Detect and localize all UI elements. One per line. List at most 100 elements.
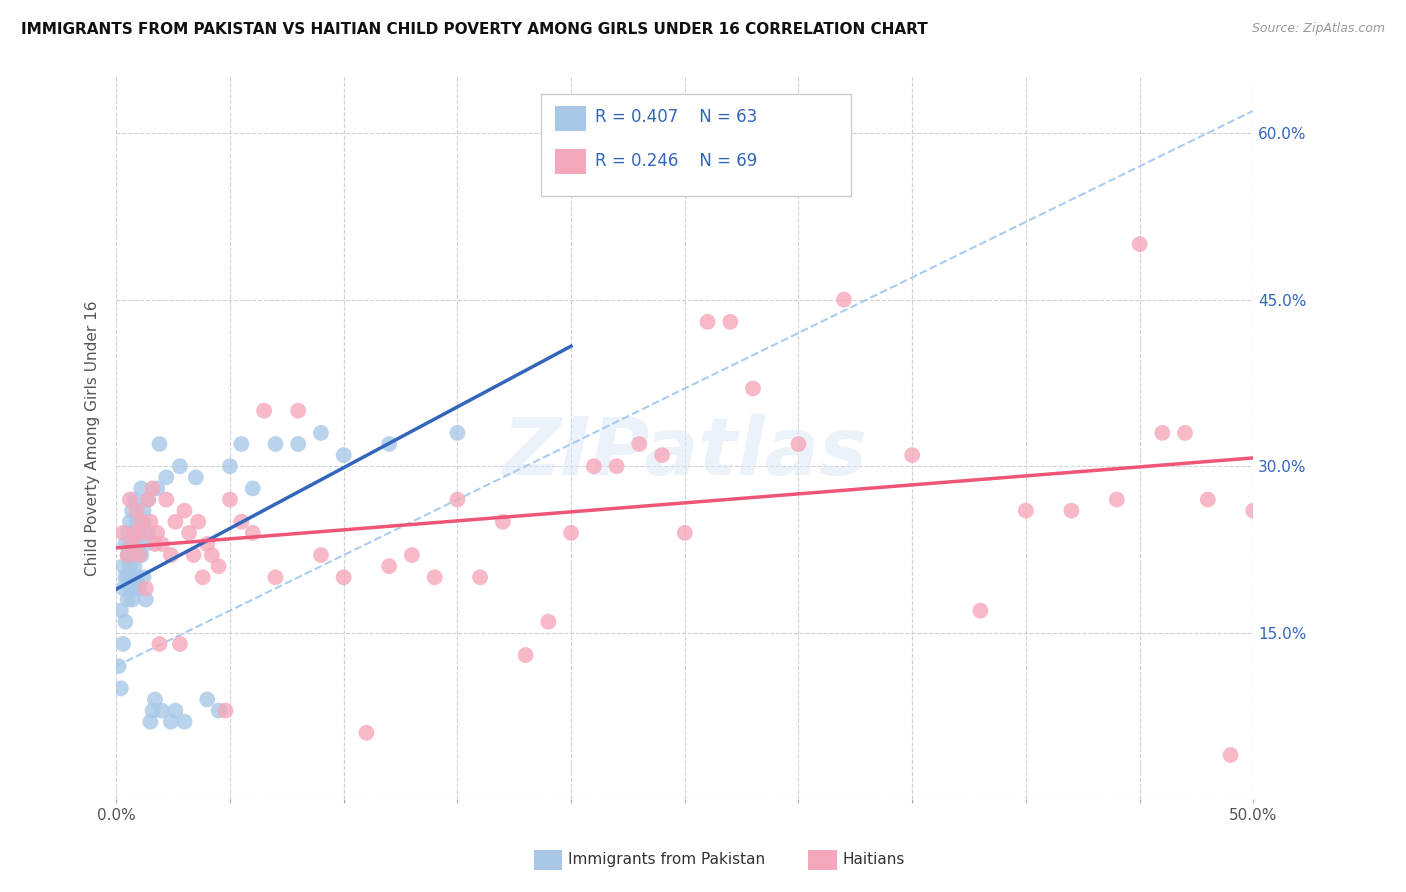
Point (191, 570, 214, 584)
Point (165, 515, 187, 529)
Point (110, 681, 132, 696)
Point (356, 726, 378, 740)
Point (309, 425, 332, 440)
Point (148, 437, 170, 451)
Point (401, 548, 423, 562)
Point (148, 637, 170, 651)
Point (117, 570, 139, 584)
Point (742, 381, 765, 395)
Point (143, 537, 166, 551)
Point (118, 582, 141, 596)
Point (1241, 503, 1264, 517)
Point (901, 448, 924, 462)
Point (135, 582, 157, 596)
Point (136, 525, 159, 540)
Point (143, 692, 166, 706)
Point (118, 559, 141, 574)
Point (201, 548, 224, 562)
Point (718, 315, 741, 329)
Point (135, 592, 157, 607)
Point (129, 515, 152, 529)
Point (146, 482, 169, 496)
Point (150, 704, 173, 718)
Point (112, 582, 135, 596)
Point (124, 582, 146, 596)
Point (112, 525, 135, 540)
Point (1060, 503, 1083, 517)
Point (121, 548, 143, 562)
Point (128, 525, 150, 540)
Point (118, 492, 141, 507)
Point (628, 437, 651, 451)
Point (253, 403, 276, 417)
Point (128, 582, 150, 596)
Point (264, 570, 287, 584)
Point (136, 492, 159, 507)
Point (1174, 425, 1197, 440)
Point (117, 548, 139, 562)
Point (117, 525, 139, 540)
Point (125, 503, 148, 517)
Point (446, 492, 468, 507)
Point (121, 592, 143, 607)
Point (128, 548, 150, 562)
Point (128, 548, 150, 562)
Point (187, 515, 209, 529)
Point (142, 704, 165, 718)
Point (242, 482, 264, 496)
Point (183, 548, 205, 562)
Point (446, 425, 468, 440)
Point (423, 570, 446, 584)
Point (1197, 492, 1219, 507)
Point (787, 437, 810, 451)
Point (173, 503, 195, 517)
Point (832, 293, 855, 307)
Point (582, 459, 605, 474)
Point (287, 437, 309, 451)
Text: R = 0.407    N = 63: R = 0.407 N = 63 (595, 108, 756, 126)
Point (112, 637, 135, 651)
Point (146, 525, 169, 540)
Point (114, 570, 136, 584)
Point (117, 548, 139, 562)
Point (124, 525, 146, 540)
Point (129, 482, 152, 496)
Point (195, 537, 218, 551)
Point (165, 704, 187, 718)
Point (1015, 503, 1038, 517)
Point (142, 482, 165, 496)
Point (231, 437, 253, 451)
Point (696, 315, 718, 329)
Point (121, 570, 143, 584)
Point (378, 437, 401, 451)
Point (169, 459, 191, 474)
Point (125, 537, 148, 551)
Point (121, 537, 143, 551)
Point (155, 492, 177, 507)
Point (309, 548, 332, 562)
Point (184, 470, 207, 484)
Point (117, 592, 139, 607)
Point (136, 492, 159, 507)
Point (114, 615, 136, 629)
Point (207, 559, 229, 574)
Point (135, 537, 157, 551)
Point (332, 448, 354, 462)
Point (173, 714, 195, 729)
Point (121, 503, 143, 517)
Point (139, 714, 162, 729)
Point (129, 548, 152, 562)
Text: Haitians: Haitians (842, 853, 904, 867)
Point (118, 537, 141, 551)
Text: IMMIGRANTS FROM PAKISTAN VS HAITIAN CHILD POVERTY AMONG GIRLS UNDER 16 CORRELATI: IMMIGRANTS FROM PAKISTAN VS HAITIAN CHIL… (21, 22, 928, 37)
Point (515, 648, 537, 662)
Point (231, 515, 253, 529)
Point (160, 548, 183, 562)
Point (214, 704, 236, 718)
Point (132, 570, 155, 584)
Point (125, 515, 148, 529)
Text: R = 0.246    N = 69: R = 0.246 N = 69 (595, 152, 756, 169)
Point (195, 692, 218, 706)
Point (150, 537, 173, 551)
Point (219, 492, 242, 507)
